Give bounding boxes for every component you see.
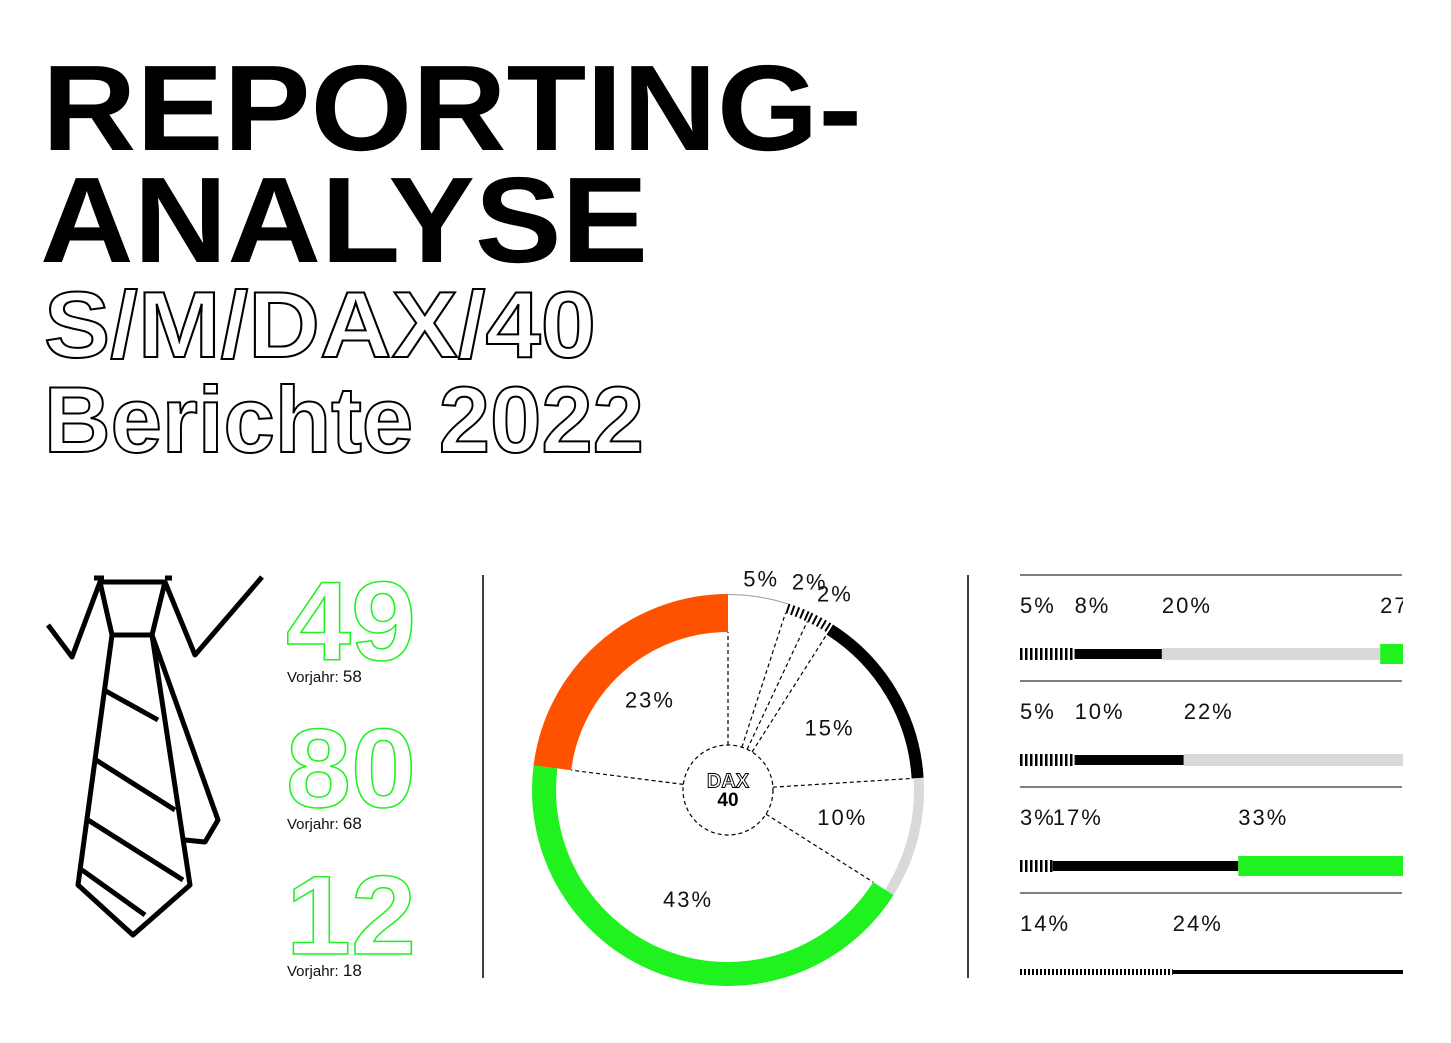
bar-label: 20%	[1162, 593, 1212, 618]
bar-segment	[1074, 649, 1162, 659]
kpi-label: Vorjahr:	[287, 816, 339, 833]
bar-segment	[1074, 755, 1184, 765]
kpi-previous: Vorjahr: 18	[287, 961, 362, 980]
bar-segment	[1020, 969, 1173, 975]
center-circle	[682, 744, 774, 836]
bar-segment	[1238, 856, 1403, 876]
bar-segment	[1020, 648, 1075, 660]
bar-label: 8%	[1075, 593, 1111, 618]
segment-divider	[751, 634, 828, 753]
kpi-previous-value: 58	[343, 667, 362, 686]
donut-segment	[885, 777, 924, 896]
donut-label: 43%	[663, 887, 713, 912]
segment-divider	[571, 769, 684, 785]
title-line: ANALYSE	[40, 152, 648, 288]
bar-label: 33%	[1238, 805, 1288, 830]
donut-label: 5%	[743, 566, 779, 591]
bar-label: 10%	[1075, 699, 1125, 724]
bar-segment	[1161, 648, 1381, 660]
donut-segment	[532, 765, 894, 986]
bar-segment	[1020, 754, 1075, 766]
kpi-previous: Vorjahr: 68	[287, 814, 362, 833]
subtitle-line: S/M/DAX/40	[44, 272, 596, 377]
donut-label: 2%	[817, 581, 853, 606]
donut-segment	[807, 612, 834, 633]
bar-segment	[1172, 970, 1403, 974]
donut-label: 10%	[817, 805, 867, 830]
kpi-value: 12	[286, 853, 416, 978]
segment-divider	[772, 777, 912, 788]
kpi-label: Vorjahr:	[287, 963, 339, 980]
center-value: 40	[717, 790, 738, 811]
donut-segment	[727, 594, 789, 605]
donut-segment	[826, 624, 924, 779]
kpi-value: 49	[286, 559, 416, 684]
subtitle-line: Berichte 2022	[44, 367, 644, 472]
bar-segment	[1052, 861, 1239, 871]
bar-segment	[1183, 754, 1403, 766]
segment-divider	[746, 621, 808, 750]
bar-panel: 5% 8% 20% 27 5% 10% 22% 3%17% 33% 14% 24%	[1020, 593, 1408, 975]
bar-label: 5%	[1020, 699, 1056, 724]
bar-label: 24%	[1173, 911, 1223, 936]
bar-label: 3%	[1020, 805, 1056, 830]
kpi-previous-value: 68	[343, 814, 362, 833]
title-line: REPORTING-	[42, 40, 862, 176]
segment-divider	[765, 813, 874, 883]
bar-label: 14%	[1020, 911, 1070, 936]
bar-label: 22%	[1184, 699, 1234, 724]
kpi-previous-value: 18	[343, 961, 362, 980]
donut-label: 23%	[625, 687, 675, 712]
bar-segment	[1020, 860, 1053, 872]
segment-divider	[741, 612, 787, 748]
bar-label: 5%	[1020, 593, 1056, 618]
tie-icon	[46, 575, 264, 938]
center-label: DAX	[707, 770, 750, 792]
donut-label: 2%	[792, 569, 828, 594]
bar-label: 17%	[1053, 805, 1103, 830]
donut-segment	[533, 594, 729, 771]
bar-label: 27	[1380, 593, 1408, 618]
donut-label: 15%	[805, 716, 855, 741]
bar-segment	[1380, 644, 1403, 664]
kpi-value: 80	[286, 706, 416, 831]
kpi-previous: Vorjahr: 58	[287, 667, 362, 686]
donut-segment	[785, 603, 812, 622]
kpi-label: Vorjahr:	[287, 669, 339, 686]
